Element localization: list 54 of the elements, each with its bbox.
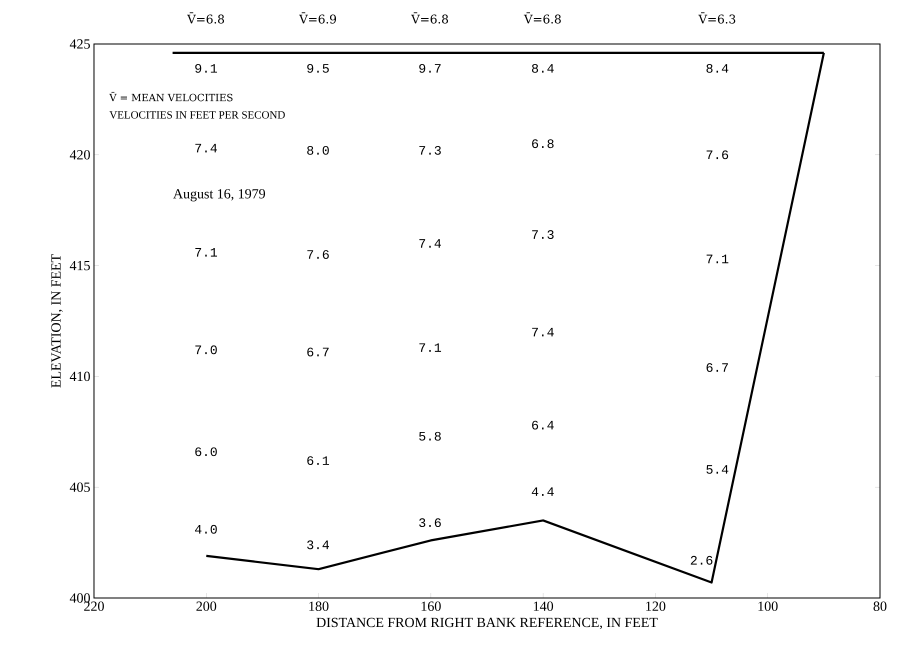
text: V̄=6.3 — [698, 12, 736, 24]
x-tick-label: 100 — [758, 602, 778, 611]
annotation: 9.5 — [307, 64, 329, 73]
y-tick-label: 400 — [70, 593, 90, 603]
y-tick-label: 425 — [70, 39, 90, 49]
y-tick-label: 410 — [70, 372, 90, 382]
annotation: 7.3 — [532, 230, 554, 239]
annotation: 6.4 — [532, 420, 554, 430]
annotation: 7.0 — [195, 345, 217, 354]
annotation: 8.4 — [706, 64, 728, 73]
annotation: 6.8 — [532, 139, 554, 148]
annotation: VELOCITIES IN FEET PER SECOND — [109, 111, 285, 119]
annotation: 6.7 — [706, 363, 728, 372]
annotation: 3.6 — [419, 518, 441, 528]
x-axis-title: DISTANCE FROM RIGHT BANK REFERENCE, IN FEET — [316, 618, 658, 630]
x-tick-label: 120 — [646, 602, 666, 611]
annotation: 5.8 — [419, 432, 441, 441]
x-tick-label: 200 — [196, 602, 216, 611]
annotation: 7.1 — [195, 248, 218, 257]
y-tick-label: 420 — [70, 150, 90, 160]
annotation: 5.4 — [706, 465, 728, 474]
annotation: 2.6 — [690, 556, 712, 565]
x-tick-label: 160 — [422, 602, 441, 611]
annotation: 7.6 — [307, 250, 329, 259]
x-tick-label: 220 — [84, 602, 104, 611]
annotation: 4.4 — [532, 487, 554, 496]
annotation: 8.0 — [307, 146, 329, 155]
y-axis-title: ELEVATION, IN FEET — [51, 254, 63, 388]
annotation: 9.1 — [195, 64, 218, 73]
text: V̄=6.8 — [187, 12, 224, 24]
annotation: V̄ = MEAN VELOCITIES — [109, 92, 233, 102]
annotation: 6.0 — [195, 447, 217, 456]
x-tick-label: 140 — [534, 602, 554, 611]
y-tick-label: 405 — [70, 482, 90, 492]
annotation: 7.4 — [532, 328, 554, 336]
text: V̄=6.9 — [299, 12, 336, 24]
text: V̄=6.8 — [411, 12, 448, 24]
annotation: 7.6 — [706, 150, 728, 160]
annotation: 7.4 — [195, 144, 217, 152]
annotation: 7.1 — [419, 343, 442, 352]
x-tick-label: 180 — [309, 602, 328, 611]
x-tick-label: 80 — [874, 602, 886, 611]
annotation: August 16, 1979 — [173, 189, 266, 202]
annotation: 7.3 — [419, 146, 441, 155]
annotation: 9.7 — [419, 64, 441, 73]
text: V̄=6.8 — [524, 12, 561, 24]
y-tick-label: 415 — [70, 260, 90, 270]
annotation: 7.4 — [419, 239, 442, 248]
annotation: 6.1 — [307, 456, 330, 465]
annotation: 6.7 — [307, 348, 329, 356]
annotation: 7.1 — [706, 254, 728, 264]
annotation: 4.0 — [194, 524, 217, 534]
annotation: 3.4 — [307, 540, 329, 550]
annotation: 8.4 — [532, 64, 554, 73]
